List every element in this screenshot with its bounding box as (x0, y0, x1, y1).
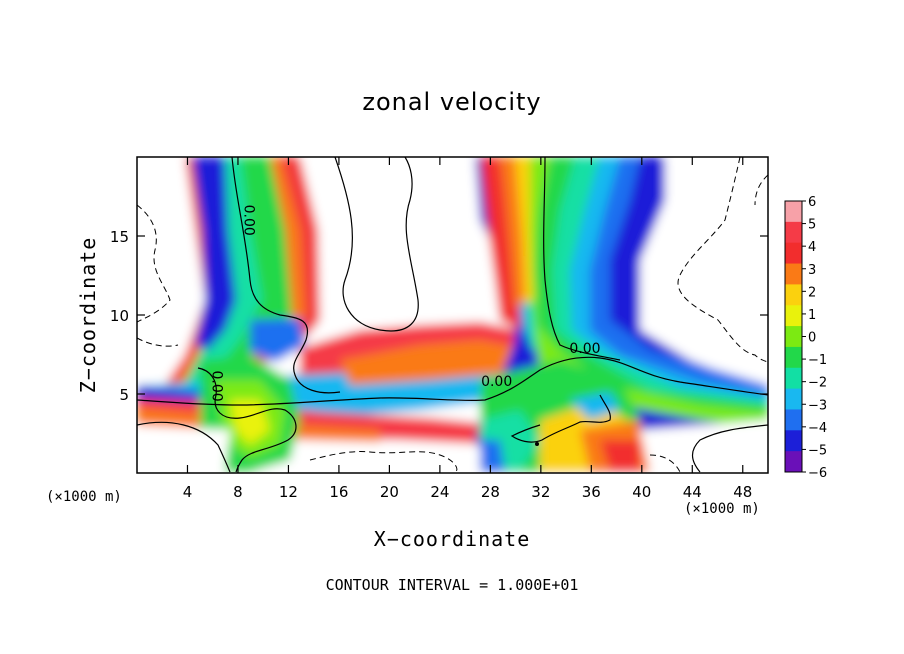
y-tick-label: 10 (110, 307, 129, 325)
colorbar-tick-label: −2 (808, 376, 827, 391)
x-tick-label: 12 (279, 483, 298, 501)
y-axis-label: Z−coordinate (76, 236, 100, 394)
chart-title: zonal velocity (362, 88, 542, 116)
x-tick-label: 36 (582, 483, 601, 501)
x-tick-label: 16 (329, 483, 348, 501)
x-tick-label: 28 (481, 483, 500, 501)
colorbar-swatch (785, 201, 802, 223)
x-tick-label: 8 (233, 483, 243, 501)
contour-negative (137, 157, 768, 473)
colorbar-tick-label: 5 (808, 218, 816, 233)
colorbar-tick-label: 0 (808, 331, 816, 346)
contour-interval-note: CONTOUR INTERVAL = 1.000E+01 (325, 576, 579, 594)
x-tick-label: 20 (380, 483, 399, 501)
colorbar-swatch (785, 367, 802, 390)
colorbar-swatch (785, 305, 802, 327)
colorbar-tick-label: 3 (808, 263, 816, 278)
y-tick-label: 5 (119, 386, 129, 404)
x-tick-label: 44 (683, 483, 702, 501)
colorbar-swatch (785, 326, 802, 348)
colorbar-swatch (785, 284, 802, 306)
colorbar-tick-label: −1 (808, 353, 827, 368)
x-tick-label: 24 (430, 483, 449, 501)
colorbar-tick-label: −6 (808, 466, 827, 481)
colorbar-tick-label: 6 (808, 195, 816, 210)
x-unit-left: (×1000 m) (46, 489, 122, 505)
contour-label-group: 0.00 0.00 0.00 0.00 (209, 205, 601, 402)
contour-label: 0.00 (569, 341, 600, 357)
contour-label: 0.00 (240, 205, 256, 236)
colorbar: 6 5 4 3 2 1 0 −1 −2 −3 −4 −5 −6 (784, 195, 827, 481)
colorbar-tick-label: −3 (808, 398, 827, 413)
colorbar-swatch (785, 346, 802, 369)
colorbar-tick-label: 1 (808, 308, 816, 323)
x-tick-label: 48 (733, 483, 752, 501)
contour-lines (137, 157, 768, 473)
x-unit-right: (×1000 m) (684, 501, 760, 517)
colorbar-tick-label: 2 (808, 285, 816, 300)
x-axis: 4 8 12 16 20 24 28 32 36 40 44 48 (183, 157, 752, 501)
colorbar-swatch (785, 242, 802, 265)
colorbar-swatch (785, 388, 802, 410)
colorbar-tick-label: 4 (808, 240, 816, 255)
y-tick-label: 15 (110, 228, 129, 246)
x-axis-label: X−coordinate (373, 527, 531, 551)
x-tick-label: 4 (183, 483, 193, 501)
heatmap-field (137, 157, 768, 473)
contour-label: 0.00 (209, 371, 225, 402)
colorbar-tick-label: −4 (808, 421, 827, 436)
contour-label: 0.00 (481, 374, 512, 390)
colorbar-swatch (785, 430, 802, 452)
colorbar-swatch (785, 263, 802, 285)
colorbar-swatch (785, 221, 802, 244)
x-tick-label: 32 (531, 483, 550, 501)
x-tick-label: 40 (632, 483, 651, 501)
colorbar-swatch (785, 409, 802, 431)
y-axis: 5 10 15 (110, 228, 768, 404)
colorbar-tick-label: −5 (808, 443, 827, 458)
colorbar-swatch (785, 451, 802, 473)
